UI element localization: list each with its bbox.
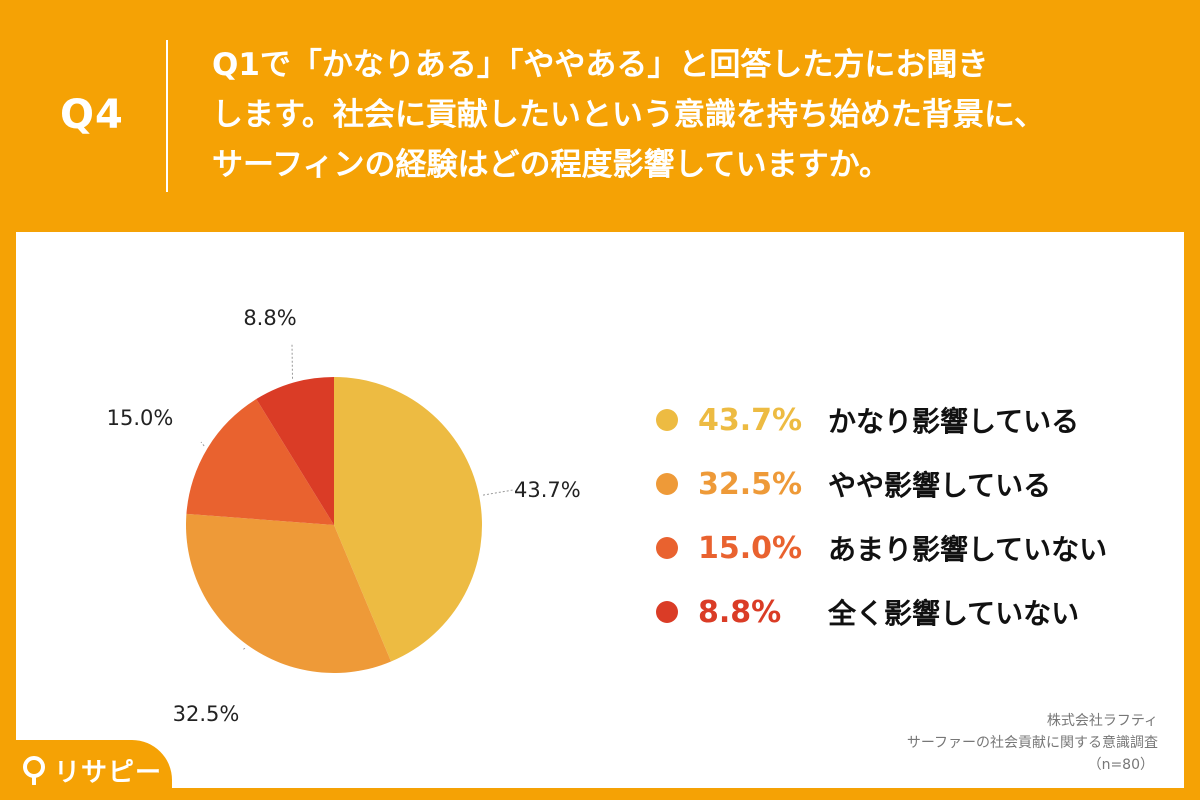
chart-panel: 43.7% 32.5% 15.0% 8.8% 43.7% かなり影響している 32.5% や… [16, 232, 1184, 788]
pie-slice [334, 377, 482, 662]
brand-logo: リサピー [0, 740, 172, 800]
source-note: 株式会社ラフティ サーファーの社会貢献に関する意識調査 （n=80） [907, 710, 1158, 776]
leader-line [482, 489, 514, 496]
legend-item: 43.7% かなり影響している [656, 388, 1107, 452]
slice-value-label: 8.8% [243, 306, 296, 330]
slice-value-label: 32.5% [173, 702, 240, 726]
slice-value-label: 43.7% [514, 478, 581, 502]
legend-color-dot [656, 473, 678, 495]
source-company: 株式会社ラフティ [1046, 713, 1158, 729]
legend-value: 32.5% [698, 466, 803, 502]
question-text: Q1で「かなりある」「ややある」と回答した方にお聞き します。社会に貢献したいと… [212, 47, 1045, 183]
legend-value: 15.0% [698, 530, 803, 566]
brand-name: リサピー [54, 757, 163, 788]
legend-item: 32.5% やや影響している [656, 452, 1107, 516]
header-divider [166, 40, 168, 192]
source-survey: サーファーの社会貢献に関する意識調査 [906, 735, 1158, 751]
question-number: Q4 [60, 92, 124, 138]
leader-line [241, 647, 246, 651]
legend-value: 43.7% [698, 402, 803, 438]
chart-legend: 43.7% かなり影響している 32.5% やや影響している 15.0% あまり影響してい… [656, 388, 1107, 644]
pie-slice [256, 377, 334, 525]
legend-color-dot [656, 409, 678, 431]
legend-item: 15.0% あまり影響していない [656, 516, 1107, 580]
pie-chart: 43.7% 32.5% 15.0% 8.8% [107, 306, 581, 726]
leader-line [200, 441, 205, 447]
question-header: Q4 Q1で「かなりある」「ややある」と回答した方にお聞き します。社会に貢献し… [0, 0, 1200, 230]
legend-item: 8.8% 全く影響していない [656, 580, 1107, 644]
source-sample-size: （n=80） [1087, 757, 1154, 773]
legend-color-dot [656, 601, 678, 623]
legend-value: 8.8% [698, 594, 782, 630]
legend-label: やや影響している [828, 469, 1052, 502]
pie-slice [186, 399, 334, 525]
slice-value-label: 15.0% [107, 406, 174, 430]
pie-slice [186, 513, 392, 673]
legend-label: 全く影響していない [828, 597, 1080, 630]
legend-label: あまり影響していない [828, 533, 1108, 566]
magnifier-icon [23, 756, 45, 785]
leader-line [291, 343, 294, 379]
legend-label: かなり影響している [828, 405, 1080, 438]
legend-color-dot [656, 537, 678, 559]
